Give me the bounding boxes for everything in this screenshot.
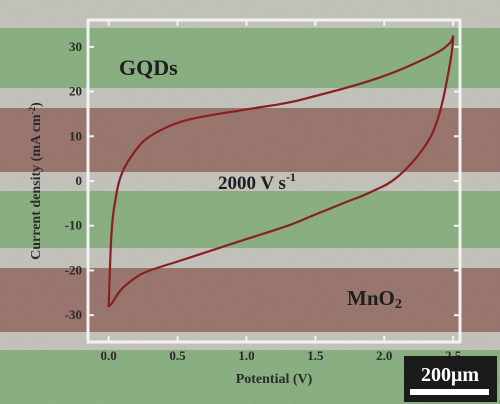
axis-ticks [88, 20, 460, 342]
y-axis-title-main: Current density (mA cm [29, 114, 44, 260]
mno2-sub: 2 [395, 297, 402, 312]
x-tick-label: 2.0 [376, 348, 392, 363]
y-tick-label: 30 [69, 39, 82, 54]
x-tick-label: 0.0 [101, 348, 117, 363]
cv-curve-series [107, 35, 455, 308]
y-tick-label: 0 [76, 173, 83, 188]
gqds-label: GQDs [119, 55, 178, 80]
y-axis-title-close: ) [29, 102, 44, 107]
stripe-red [0, 108, 500, 172]
x-tick-label: 0.5 [169, 348, 186, 363]
scan-rate-exp: -1 [286, 170, 296, 184]
mno2-label: MnO2 [347, 286, 402, 312]
stripe-gray [0, 172, 500, 191]
y-tick-label: 10 [69, 128, 82, 143]
y-tick-label: -30 [65, 307, 82, 322]
mno2-main: MnO [347, 286, 395, 310]
stripe-green [0, 28, 500, 88]
x-tick-label: 1.5 [307, 348, 324, 363]
stripe-gray [0, 88, 500, 108]
y-tick-labels: -30 -20 -10 0 10 20 30 [65, 39, 82, 322]
stripe-gray [0, 0, 500, 28]
x-axis-title: Potential (V) [236, 372, 313, 387]
y-tick-label: -10 [65, 218, 82, 233]
stripe-red [0, 268, 500, 332]
x-tick-label: 1.0 [238, 348, 254, 363]
y-tick-label: -20 [65, 262, 82, 277]
scale-bar-line [410, 389, 489, 395]
scale-bar-label: 200μm [421, 364, 479, 386]
x-tick-labels: 0.0 0.5 1.0 1.5 2.0 2.5 [101, 348, 462, 363]
y-tick-label: 20 [69, 84, 82, 99]
scan-rate-main: 2000 V s [218, 173, 286, 194]
y-axis-title-exp: -2 [27, 106, 37, 114]
stripe-gray [0, 248, 500, 268]
y-axis-title: Current density (mA cm-2) [27, 102, 44, 260]
scan-rate-label: 2000 V s-1 [218, 170, 296, 194]
